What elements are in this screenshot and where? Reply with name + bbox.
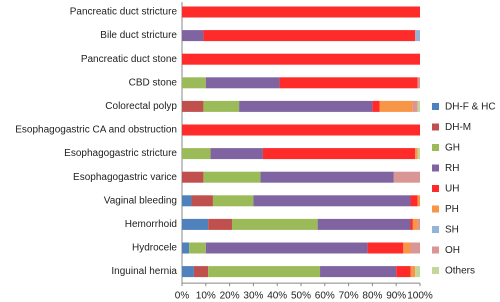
x-tick-label: 80% [362, 291, 382, 302]
bar-segment [415, 266, 420, 278]
bar-segment [412, 100, 418, 112]
bar-segment [403, 242, 411, 254]
y-tick-label: CBD stone [129, 77, 178, 88]
legend-swatch [432, 123, 439, 131]
legend-swatch [432, 226, 439, 233]
legend-swatch [432, 185, 439, 192]
bar-segment [193, 266, 209, 278]
bar-segment [279, 77, 418, 89]
bar-segment [191, 195, 213, 207]
x-tick-label: 40% [267, 291, 287, 302]
bar-segment [182, 266, 194, 278]
bar-segment [379, 100, 413, 112]
legend-label: PH [445, 204, 459, 215]
bar-segment [208, 266, 321, 278]
bar-segment [203, 100, 240, 112]
bar-segment [182, 124, 420, 136]
bar-segment [203, 30, 416, 42]
bar-segment [317, 218, 411, 230]
bar-segment [412, 218, 418, 230]
bar-segment [367, 242, 404, 254]
x-tick-label: 30% [243, 291, 263, 302]
y-tick-label: Bile duct stricture [100, 30, 177, 41]
bar-segment [417, 100, 420, 112]
bar-segment [415, 30, 420, 42]
bar-segment [239, 100, 373, 112]
legend-label: DH-F & HC [445, 102, 496, 113]
x-tick-label: 90% [386, 291, 406, 302]
bar-segment [372, 100, 380, 112]
y-tick-label: Inguinal hernia [111, 266, 177, 277]
bar-segment [205, 242, 368, 254]
bar-segment [231, 218, 318, 230]
legend-label: RH [445, 163, 459, 174]
x-tick-label: 100% [407, 291, 433, 302]
legend-swatch [432, 103, 439, 110]
bar-segment [205, 77, 280, 89]
bar-segment [182, 242, 190, 254]
bar-segment [396, 266, 411, 278]
legend-swatch [432, 246, 439, 254]
bar-segment [208, 218, 232, 230]
y-tick-label: Hemorrhoid [125, 219, 177, 230]
bar-segment [182, 77, 206, 89]
bar-segment [253, 195, 411, 207]
legend-swatch [432, 164, 439, 172]
y-tick-label: Pancreatic duct stricture [70, 7, 178, 18]
y-tick-label: Esophagogastric stricture [64, 148, 177, 159]
legend-label: Others [445, 266, 475, 277]
y-tick-label: Pancreatic duct stone [81, 54, 178, 65]
legend-label: DH-M [445, 122, 471, 133]
bar-segment [182, 218, 209, 230]
legend-swatch [432, 267, 439, 274]
x-tick-label: 0% [175, 291, 190, 302]
x-tick-label: 50% [291, 291, 311, 302]
bar-segment [203, 171, 261, 183]
bar-segment [182, 148, 211, 160]
bar-segment [417, 218, 420, 230]
y-tick-label: Colorectal polyp [105, 101, 177, 112]
legend-swatch [432, 144, 439, 151]
x-tick-label: 70% [339, 291, 359, 302]
legend-label: OH [445, 245, 460, 256]
y-tick-label: Esophagogastric CA and obstruction [15, 125, 177, 136]
bar-segment [410, 218, 413, 230]
y-tick-label: Hydrocele [132, 243, 177, 254]
bar-segment [410, 195, 418, 207]
bar-segment [189, 242, 206, 254]
bar-segment [417, 195, 420, 207]
bar-segment [182, 195, 192, 207]
bar-segment [260, 171, 394, 183]
bar-segment [410, 242, 420, 254]
bar-segment [182, 100, 204, 112]
legend-label: UH [445, 184, 459, 195]
legend-label: SH [445, 225, 459, 236]
bar-segment [210, 148, 263, 160]
y-tick-label: Esophagogastric varice [73, 172, 177, 183]
bar-segment [182, 53, 420, 65]
legend-swatch [432, 205, 439, 213]
x-tick-label: 60% [315, 291, 335, 302]
x-tick-label: 20% [220, 291, 240, 302]
bar-segment [212, 195, 254, 207]
bar-segment [182, 6, 420, 18]
bar-segment [262, 148, 416, 160]
bar-segment [320, 266, 397, 278]
y-tick-label: Vaginal bleeding [104, 195, 177, 206]
bar-segment [415, 148, 418, 160]
bar-segment [410, 266, 416, 278]
bar-segment [393, 171, 420, 183]
legend-label: GH [445, 143, 460, 154]
x-tick-label: 10% [196, 291, 216, 302]
bar-segment [417, 148, 420, 160]
bar-segment [182, 171, 204, 183]
bar-segment [182, 30, 204, 42]
bar-segment [417, 77, 420, 89]
